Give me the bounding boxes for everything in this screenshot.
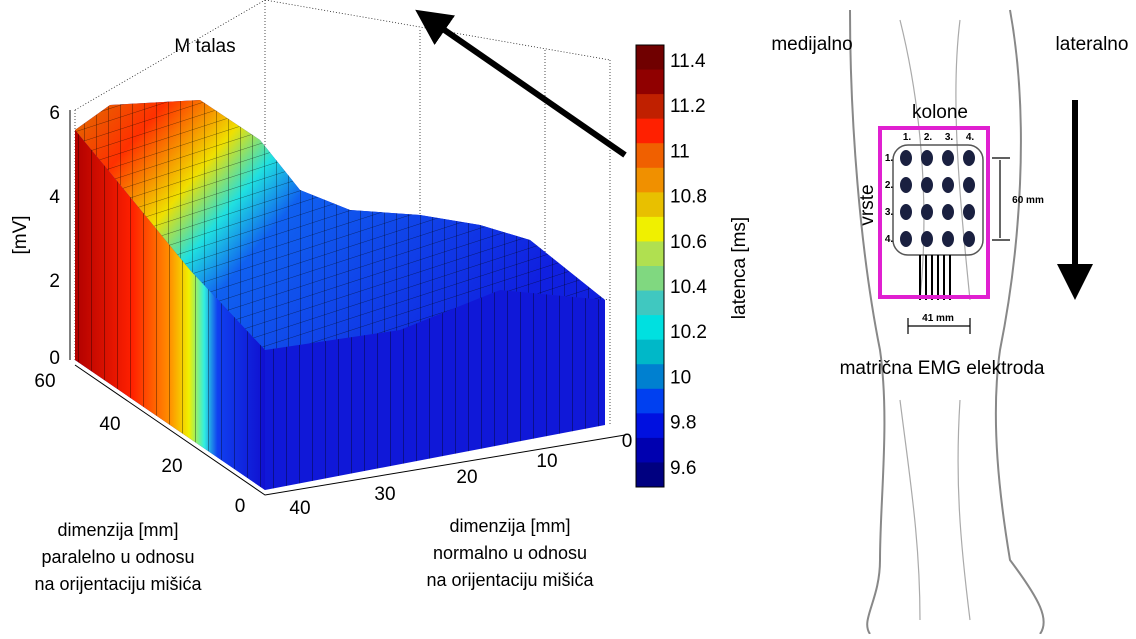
- parallel-tick-label: 20: [161, 456, 182, 477]
- column-number: 2.: [924, 132, 933, 143]
- colorbar-band: [636, 45, 664, 71]
- colorbar-band: [636, 192, 664, 218]
- electrode: [963, 177, 975, 193]
- electrode: [942, 204, 954, 220]
- colorbar-tick-label: 11.4: [670, 51, 706, 72]
- electrode: [900, 231, 912, 247]
- parallel-tick-label: 60: [34, 371, 55, 392]
- row-number: 1.: [885, 153, 894, 164]
- dimension-lines: [907, 157, 1010, 334]
- colorbar-tick-label: 11.2: [670, 96, 706, 117]
- colorbar-label: latenca [ms]: [729, 217, 750, 319]
- electrode: [900, 204, 912, 220]
- electrode: [942, 231, 954, 247]
- colorbar-band: [636, 241, 664, 267]
- column-number: 4.: [966, 132, 975, 143]
- leg: [849, 9, 1045, 635]
- colorbar-band: [636, 118, 664, 144]
- parallel-tick-label: 40: [99, 414, 120, 435]
- colorbar-tick-label: 9.8: [670, 413, 696, 434]
- normal-axis-label: dimenzija [mm]: [449, 516, 570, 536]
- colorbar-tick-label: 10.2: [670, 322, 707, 343]
- medial-label: medijalno: [771, 34, 852, 55]
- z-tick-label: 0: [49, 348, 60, 369]
- colorbar-band: [636, 266, 664, 292]
- colorbar-band: [636, 290, 664, 316]
- surface: [75, 100, 605, 490]
- electrode-plate: [892, 144, 984, 300]
- colorbar-band: [636, 339, 664, 365]
- electrode: [942, 150, 954, 166]
- rows-title: vrste: [857, 184, 878, 225]
- row-number: 2.: [885, 180, 894, 191]
- z-tick-label: 6: [49, 103, 60, 124]
- colorbar-band: [636, 167, 664, 193]
- column-number: 3.: [945, 132, 954, 143]
- normal-tick-label: 0: [622, 431, 633, 452]
- grid-frame: [878, 126, 990, 299]
- axes: [69, 110, 626, 496]
- electrode: [921, 231, 933, 247]
- parallel-axis-label: dimenzija [mm]: [57, 520, 178, 540]
- colorbar-frame: [635, 44, 665, 488]
- normal-tick-label: 40: [289, 498, 310, 519]
- electrodes: [900, 150, 975, 247]
- parallel-axis-label: paralelno u odnosu: [41, 547, 194, 567]
- column-number: 1.: [903, 132, 912, 143]
- normal-axis-label: normalno u odnosu: [433, 543, 587, 563]
- normal-axis-label: na orijentaciju mišića: [426, 570, 594, 590]
- normal-tick-label: 20: [456, 467, 477, 488]
- colorbar-tick-label: 11: [670, 141, 690, 162]
- colorbar-band: [636, 143, 664, 169]
- electrode: [963, 150, 975, 166]
- electrode: [921, 204, 933, 220]
- z-tick-label: 4: [49, 187, 60, 208]
- height-label: 60 mm: [1012, 195, 1044, 206]
- colorbar-band: [636, 437, 664, 463]
- row-number: 3.: [885, 207, 894, 218]
- colorbar-tick-label: 10.6: [670, 232, 707, 253]
- electrode: [963, 204, 975, 220]
- colorbar-band: [636, 364, 664, 390]
- lateral-label: lateralno: [1056, 34, 1129, 55]
- colorbar-band: [636, 462, 664, 488]
- caption: matrična EMG elektroda: [840, 358, 1045, 379]
- direction-arrow: [415, 9, 627, 158]
- electrode: [963, 231, 975, 247]
- colorbar-tick-label: 10: [670, 367, 691, 388]
- electrode: [921, 150, 933, 166]
- colorbar-band: [636, 94, 664, 120]
- normal-tick-label: 10: [536, 451, 557, 472]
- width-label: 41 mm: [922, 313, 954, 324]
- colorbar-band: [636, 69, 664, 95]
- colorbar-tick-label: 10.8: [670, 187, 707, 208]
- colorbar-band: [636, 413, 664, 439]
- colorbar-band: [636, 216, 664, 242]
- z-label: [mV]: [10, 215, 31, 254]
- normal-tick-label: 30: [374, 484, 395, 505]
- electrode: [921, 177, 933, 193]
- electrode: [942, 177, 954, 193]
- colorbar-band: [636, 315, 664, 341]
- z-tick-label: 2: [49, 271, 60, 292]
- colorbar-band: [636, 388, 664, 414]
- colorbar-tick-label: 9.6: [670, 458, 696, 479]
- parallel-axis-label: na orijentaciju mišića: [34, 574, 202, 594]
- parallel-tick-label: 0: [235, 496, 246, 517]
- plot-title: M talas: [174, 36, 235, 57]
- electrode: [900, 177, 912, 193]
- columns-title: kolone: [912, 102, 968, 123]
- colorbar: [636, 45, 664, 488]
- colorbar-tick-label: 10.4: [670, 277, 707, 298]
- electrode: [900, 150, 912, 166]
- row-number: 4.: [885, 234, 894, 245]
